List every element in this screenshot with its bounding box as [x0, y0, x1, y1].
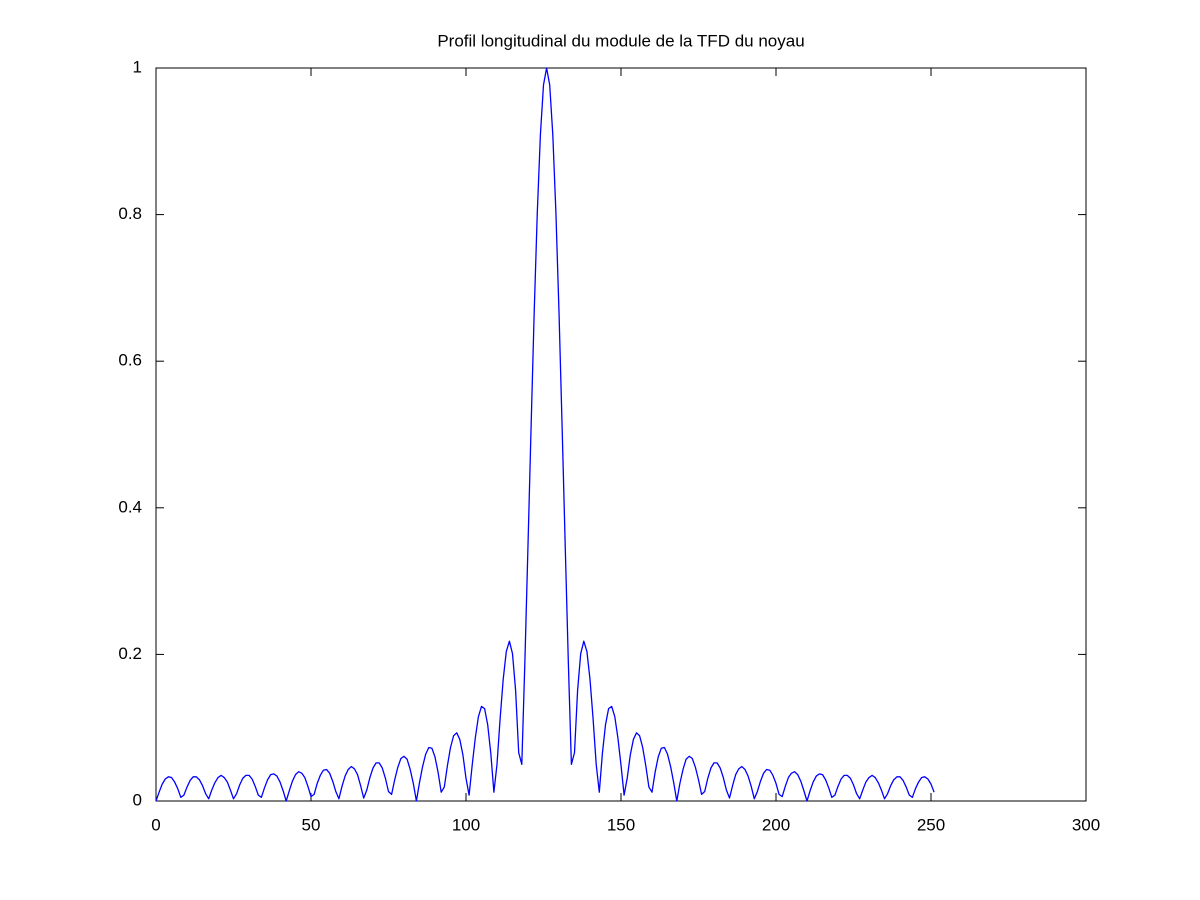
y-tick-label: 0	[133, 790, 142, 809]
x-tick-label: 0	[151, 815, 160, 834]
x-tick-label: 50	[302, 815, 321, 834]
data-line	[155, 67, 935, 802]
y-tick-label: 1	[133, 57, 142, 76]
x-tick-label: 200	[762, 815, 790, 834]
y-tick-label: 0.8	[118, 204, 142, 223]
x-tick-label: 150	[607, 815, 635, 834]
x-tick-label: 300	[1072, 815, 1100, 834]
plot-frame	[155, 67, 1087, 802]
y-tick-label: 0.6	[118, 351, 142, 370]
y-tick-label: 0.4	[118, 497, 142, 516]
y-tick-label: 0.2	[118, 644, 142, 663]
x-tick-label: 250	[917, 815, 945, 834]
chart-title: Profil longitudinal du module de la TFD …	[437, 31, 804, 50]
x-tick-label: 100	[452, 815, 480, 834]
